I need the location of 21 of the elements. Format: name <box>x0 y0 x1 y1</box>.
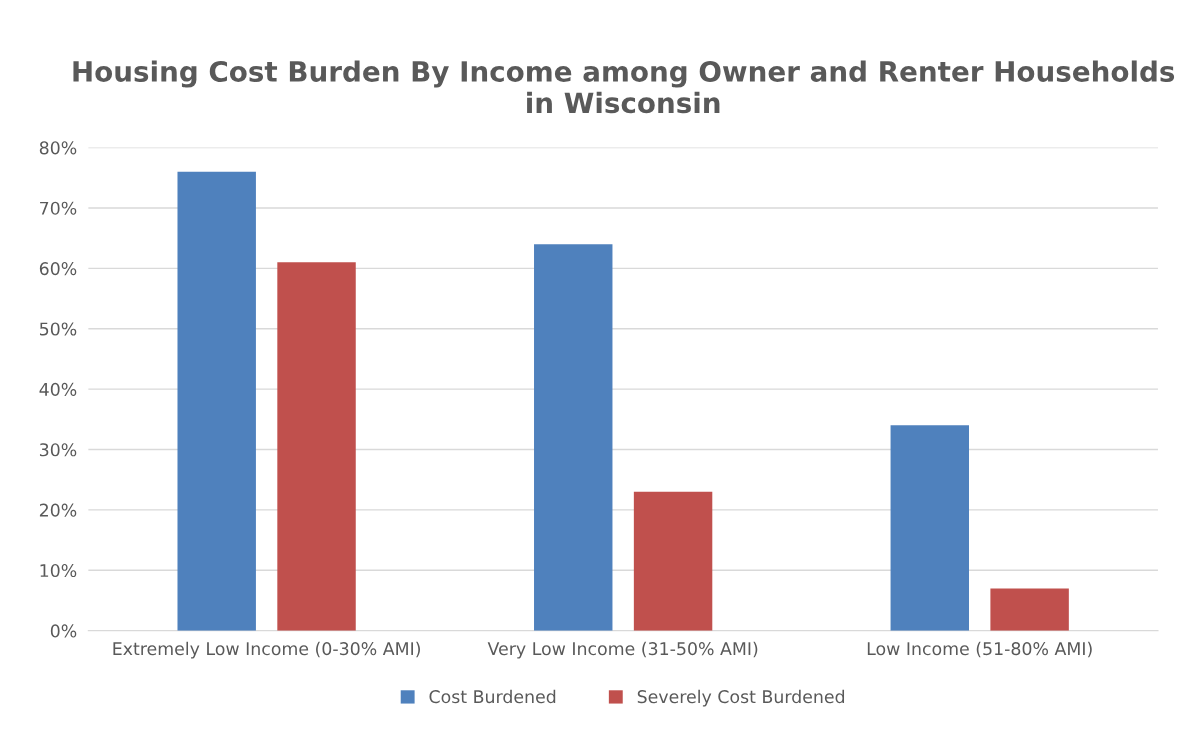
bar <box>177 171 256 631</box>
x-tick-label: Extremely Low Income (0-30% AMI) <box>113 641 420 659</box>
x-tick-label: Very Low Income (31-50% AMI) <box>487 641 758 659</box>
bar <box>890 425 970 631</box>
bar <box>277 262 356 631</box>
bar <box>990 588 1069 631</box>
chart-title: Housing Cost Burden By Income among Owner and Renter Households in Wisconsin <box>73 60 1175 114</box>
legend-label: Cost Burdened <box>429 689 556 704</box>
bar <box>633 491 713 631</box>
legend-label: Severely Cost Burdened <box>637 689 845 707</box>
y-tick-label: 20% <box>39 503 77 517</box>
y-tick-label: 80% <box>39 141 77 155</box>
y-tick-label: 40% <box>39 382 77 396</box>
y-tick-label: 10% <box>40 563 77 578</box>
y-tick-label: 60% <box>39 262 77 276</box>
bar <box>534 244 613 631</box>
y-tick-label: 30% <box>39 443 77 457</box>
y-tick-label: 70% <box>40 201 77 215</box>
y-tick-label: 0% <box>50 624 77 638</box>
y-tick-label: 50% <box>39 322 77 336</box>
x-tick-label: Low Income (51-80% AMI) <box>867 641 1092 658</box>
